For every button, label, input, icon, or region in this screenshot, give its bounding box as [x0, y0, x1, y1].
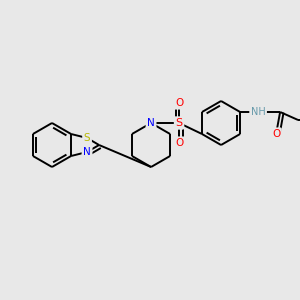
Text: S: S: [176, 118, 183, 128]
Text: O: O: [272, 129, 280, 139]
Text: O: O: [175, 98, 183, 108]
Text: S: S: [84, 133, 90, 143]
Text: N: N: [147, 118, 155, 128]
Text: NH: NH: [251, 107, 266, 117]
Text: O: O: [175, 138, 183, 148]
Text: N: N: [83, 147, 91, 157]
